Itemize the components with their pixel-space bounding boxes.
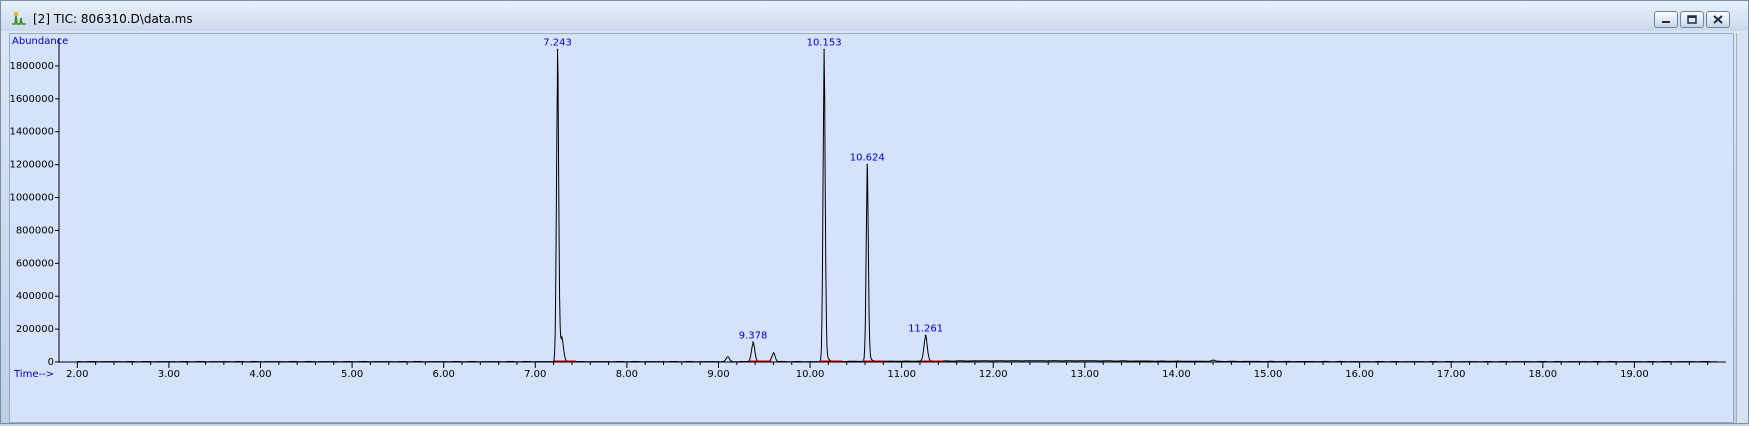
- peak-apex: [866, 163, 869, 166]
- restore-icon: [1687, 15, 1697, 24]
- window-title: [2] TIC: 806310.D\data.ms: [33, 12, 193, 26]
- x-tick-label: 19.00: [1620, 369, 1649, 380]
- x-tick-label: 13.00: [1071, 369, 1100, 380]
- restore-button[interactable]: [1680, 11, 1704, 28]
- tic-trace-line: [77, 49, 1717, 363]
- y-tick-label: 400000: [16, 291, 54, 302]
- vertical-scrollbar[interactable]: [1736, 33, 1748, 423]
- y-axis-label: Abundance: [12, 36, 68, 47]
- minimize-button[interactable]: [1654, 11, 1678, 28]
- peak-label: 7.243: [543, 38, 572, 49]
- peak-label: 11.261: [908, 324, 943, 335]
- y-tick-label: 1000000: [10, 193, 54, 204]
- y-tick-label: 200000: [16, 324, 54, 335]
- y-tick-label: 1800000: [10, 61, 54, 72]
- y-tick-label: 800000: [16, 225, 54, 236]
- x-axis-label: Time-->: [13, 369, 54, 380]
- y-tick-label: 600000: [16, 258, 54, 269]
- x-tick-label: 9.00: [707, 369, 729, 380]
- x-tick-label: 17.00: [1437, 369, 1466, 380]
- x-tick-label: 10.00: [796, 369, 825, 380]
- minimize-icon: [1662, 21, 1670, 23]
- x-tick-label: 18.00: [1528, 369, 1557, 380]
- x-tick-label: 8.00: [616, 369, 638, 380]
- x-tick-label: 3.00: [158, 369, 180, 380]
- plot-area[interactable]: Abundance Time--> 0 200000 400000 600000 80000…: [9, 33, 1734, 423]
- y-tick-label: 1600000: [10, 94, 54, 105]
- y-tick-label: 1200000: [10, 160, 54, 171]
- close-icon: [1713, 15, 1723, 24]
- x-tick-label: 5.00: [341, 369, 363, 380]
- x-tick-label: 7.00: [524, 369, 546, 380]
- x-tick-label: 11.00: [887, 369, 916, 380]
- x-tick-label: 12.00: [979, 369, 1008, 380]
- peak-apex: [924, 334, 927, 337]
- y-tick-label: 0: [48, 357, 54, 368]
- y-tick-label: 1400000: [10, 127, 54, 138]
- x-tick-label: 4.00: [249, 369, 271, 380]
- chromatogram-app-icon: [12, 12, 26, 25]
- close-button[interactable]: [1706, 11, 1730, 28]
- x-tick-label: 16.00: [1345, 369, 1374, 380]
- tic-chromatogram-chart: Abundance Time-->0 200000 400000 600000 80000…: [9, 36, 1726, 380]
- x-tick-label: 15.00: [1254, 369, 1283, 380]
- title-bar[interactable]: [2] TIC: 806310.D\data.ms: [1, 1, 1748, 31]
- peak-label: 9.378: [739, 330, 768, 341]
- peak-label: 10.624: [850, 153, 885, 164]
- peak-apex: [752, 341, 754, 344]
- peak-label: 10.153: [807, 38, 842, 49]
- x-tick-label: 6.00: [433, 369, 455, 380]
- x-tick-label: 2.00: [66, 369, 88, 380]
- x-tick-label: 14.00: [1162, 369, 1191, 380]
- peak-apex: [556, 48, 559, 51]
- peak-apex: [823, 48, 825, 51]
